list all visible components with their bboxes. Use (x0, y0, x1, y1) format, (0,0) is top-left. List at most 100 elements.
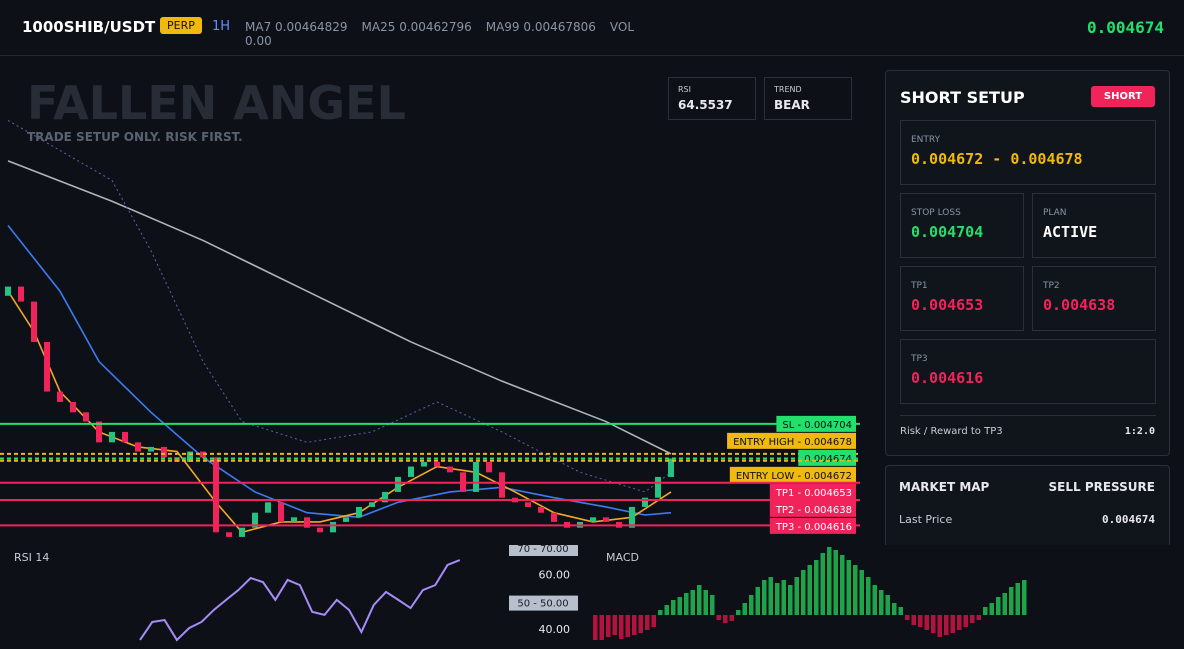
macd-bar (775, 583, 780, 615)
indicator: MA99 0.00467806 (485, 20, 596, 34)
candle (343, 517, 349, 522)
candle (31, 301, 37, 342)
stat-box: RSI 64.5537 (668, 77, 756, 120)
macd-bar (781, 580, 786, 615)
candle (304, 517, 310, 528)
macd-bar (814, 560, 819, 615)
macd-bar (599, 615, 604, 640)
candle (408, 466, 414, 477)
macd-bar (833, 550, 838, 615)
candle (629, 506, 635, 528)
candle (226, 532, 232, 537)
candle (291, 517, 297, 522)
macd-bar (963, 615, 968, 627)
macd-bar (859, 570, 864, 615)
macd-bar (1009, 587, 1014, 615)
candle (70, 401, 76, 413)
rsi-line (139, 559, 461, 642)
level-tag: TP3 - 0.004616 (775, 522, 852, 533)
tp3-box: TP3 0.004616 (900, 339, 1156, 404)
macd-bar (684, 593, 689, 615)
level-tag-box (776, 415, 856, 432)
macd-bar (911, 615, 916, 625)
macd-bar (664, 605, 669, 615)
entry-box: ENTRY 0.004672 - 0.004678 (900, 120, 1156, 185)
macd-bar (820, 553, 825, 615)
plan-label: PLAN (1043, 208, 1067, 218)
macd-bar (710, 595, 715, 615)
candle (187, 451, 193, 462)
macd-bar (892, 603, 897, 615)
candle (447, 466, 453, 473)
level-tag-box (769, 483, 856, 500)
macd-bar (619, 615, 624, 639)
macd-bar (905, 615, 910, 620)
interval[interactable]: 1H (212, 19, 231, 34)
stat-value: 64.5537 (678, 98, 733, 112)
macd-bar (872, 585, 877, 615)
candle (135, 442, 141, 452)
level-tag-box (769, 500, 856, 517)
candle (382, 491, 388, 503)
y-tick-label: 60.00 (539, 568, 571, 581)
macd-bar (931, 615, 936, 633)
tp2-label: TP2 (1043, 281, 1060, 291)
candle (18, 286, 24, 302)
candle (525, 502, 531, 507)
level-tag-box (769, 517, 856, 534)
watermark-title: FALLEN ANGEL (27, 76, 406, 130)
candle (252, 512, 258, 528)
stat-label: TREND (774, 85, 802, 94)
macd-bar (827, 547, 832, 615)
level-tag-box (727, 432, 856, 449)
badge: PERP (160, 17, 202, 34)
indicator: MA25 0.00462796 (361, 20, 472, 34)
macd-bar (898, 607, 903, 615)
macd-bar (996, 597, 1001, 615)
macd-bar (846, 560, 851, 615)
candle (317, 527, 323, 533)
indicator-line (7, 160, 672, 455)
macd-bar (703, 590, 708, 615)
candle (642, 497, 648, 507)
setup-badge: SHORT (1091, 86, 1155, 107)
macd-bar (879, 590, 884, 615)
candle (278, 502, 284, 522)
candle (395, 476, 401, 492)
macd-bar (677, 597, 682, 615)
candle (239, 527, 245, 537)
candle (265, 502, 271, 513)
candle (486, 461, 492, 473)
price: 0.004674 (1086, 18, 1164, 37)
level-tag: ENTRY LOW - 0.004672 (736, 471, 852, 482)
candle (83, 412, 89, 422)
rr-value: 1:2.0 (1124, 426, 1155, 437)
tp1-box: TP1 0.004653 (900, 266, 1024, 331)
rr-label: Risk / Reward to TP3 (900, 426, 1003, 437)
plan-value: ACTIVE (1043, 223, 1098, 241)
macd-bar (638, 615, 643, 633)
candle (551, 512, 557, 522)
level-tag-box (729, 466, 856, 483)
macd-bar (983, 607, 988, 615)
candle (603, 517, 609, 522)
candle (434, 461, 440, 467)
candle (5, 286, 11, 296)
macd-bar (736, 610, 741, 615)
macd-bar (729, 615, 734, 621)
level-tag: 70 - 70.00 (517, 545, 568, 555)
candle (668, 458, 674, 477)
setup-title: SHORT SETUP (900, 88, 1025, 107)
level-tag-box (798, 449, 856, 466)
last-price-label: Last Price (899, 513, 953, 526)
macd-title: MACD (606, 551, 639, 564)
stop-loss-label: STOP LOSS (911, 208, 961, 218)
candle (421, 461, 427, 467)
price-chart: SL - 0.004704 ENTRY HIGH - 0.004678 0.0046… (0, 120, 860, 537)
indicator-line (7, 290, 672, 534)
candle (174, 457, 180, 462)
level-tag: 0.004674 (804, 454, 852, 465)
macd-bar (807, 565, 812, 615)
macd-bar (840, 555, 845, 615)
